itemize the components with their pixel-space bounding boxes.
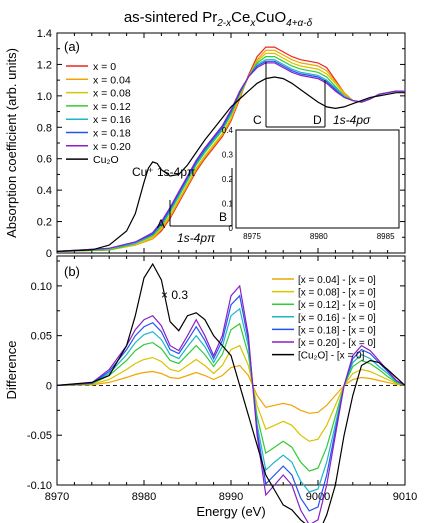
x-tick-label: 8990 bbox=[219, 491, 243, 503]
legend-label: x = 0 bbox=[93, 61, 116, 73]
series-line-7 bbox=[56, 76, 405, 252]
title-sub: 2-x bbox=[216, 18, 232, 29]
x-tick-label: 9010 bbox=[393, 491, 417, 503]
title-sub: 4+α-δ bbox=[286, 18, 312, 29]
inset-x-tick-label: 8980 bbox=[310, 232, 328, 241]
x-tick-label: 8980 bbox=[132, 491, 156, 503]
inset-y-tick-label: 0.4 bbox=[222, 126, 234, 135]
inset-y-tick-label: 0.3 bbox=[222, 151, 234, 160]
panel-a-ylabel: Absorption coefficient (arb. units) bbox=[4, 48, 19, 238]
title-part: CuO bbox=[255, 9, 286, 26]
diff-series-line-5 bbox=[56, 284, 406, 523]
panel-b-plot: -0.10 -0.05 0 0.05 0.10 8970 8980 8990 9000 9010 [… bbox=[27, 256, 417, 523]
annotation-d: D bbox=[313, 113, 322, 127]
y-tick-label: 0.05 bbox=[31, 331, 52, 343]
title-sub: x bbox=[249, 18, 256, 29]
annotation-ab-label: 1s-4pπ bbox=[177, 231, 216, 245]
y-tick-label: 0 bbox=[46, 380, 52, 392]
inset-x-tick-label: 8975 bbox=[243, 232, 261, 241]
inset-y-tick-label: 0 bbox=[229, 224, 234, 233]
annotation-cd-label: 1s-4pσ bbox=[333, 113, 371, 127]
x-tick-label: 9000 bbox=[306, 491, 330, 503]
panel-a-label: (a) bbox=[64, 39, 80, 54]
legend-label: x = 0.12 bbox=[93, 101, 131, 113]
legend-label: x = 0.16 bbox=[93, 114, 131, 126]
y-tick-label: 0.8 bbox=[37, 122, 52, 134]
inset-y-tick-label: 0.1 bbox=[222, 200, 234, 209]
inset-y-tick-label: 0.2 bbox=[222, 175, 234, 184]
inset-x-tick-label: 8985 bbox=[377, 232, 395, 241]
y-tick-label: 0.10 bbox=[31, 281, 52, 293]
y-tick-label: 0.4 bbox=[37, 185, 52, 197]
x-axis-label: Energy (eV) bbox=[196, 504, 265, 519]
y-tick-label: -0.05 bbox=[27, 430, 52, 442]
figure-title: as-sintered Pr2-xCexCuO4+α-δ bbox=[124, 9, 313, 29]
y-tick-label: 0.6 bbox=[37, 154, 52, 166]
legend-label: x = 0.20 bbox=[93, 141, 131, 153]
annotation-scale: × 0.3 bbox=[161, 288, 188, 302]
legend-label: [x = 0.18] - [x = 0] bbox=[298, 325, 376, 336]
legend-label: [x = 0.04] - [x = 0] bbox=[298, 275, 376, 286]
legend-label: [Cu₂O] - [x = 0] bbox=[298, 351, 365, 362]
legend-label: x = 0.08 bbox=[93, 88, 131, 100]
annotation-b: B bbox=[219, 210, 227, 224]
legend-label: x = 0.18 bbox=[93, 128, 131, 140]
annotation-cu-plus: Cu⁺ 1s-4pπ bbox=[132, 165, 195, 179]
panel-b-label: (b) bbox=[64, 264, 80, 279]
inset-frame bbox=[235, 129, 400, 229]
legend-label: [x = 0.08] - [x = 0] bbox=[298, 288, 376, 299]
y-tick-label: 0.2 bbox=[37, 217, 52, 229]
legend-label: [x = 0.16] - [x = 0] bbox=[298, 313, 376, 324]
y-tick-label: 0 bbox=[46, 248, 52, 260]
annotation-c: C bbox=[253, 113, 262, 127]
title-part: as-sintered Pr bbox=[124, 9, 217, 26]
x-tick-label: 8970 bbox=[45, 491, 69, 503]
y-tick-label: -0.10 bbox=[27, 480, 52, 492]
diff-series-line-6 bbox=[56, 262, 406, 523]
y-tick-label: 1.4 bbox=[37, 28, 52, 40]
title-part: Ce bbox=[231, 9, 250, 26]
legend-label: [x = 0.20] - [x = 0] bbox=[298, 338, 376, 349]
y-tick-label: 1.0 bbox=[37, 91, 52, 103]
y-tick-label: 1.2 bbox=[37, 59, 52, 71]
legend-label: x = 0.04 bbox=[93, 74, 131, 86]
legend-label: Cu₂O bbox=[93, 154, 119, 166]
legend-label: [x = 0.12] - [x = 0] bbox=[298, 300, 376, 311]
panel-b-ylabel: Difference bbox=[4, 340, 19, 399]
annotation-a: A bbox=[157, 217, 165, 231]
